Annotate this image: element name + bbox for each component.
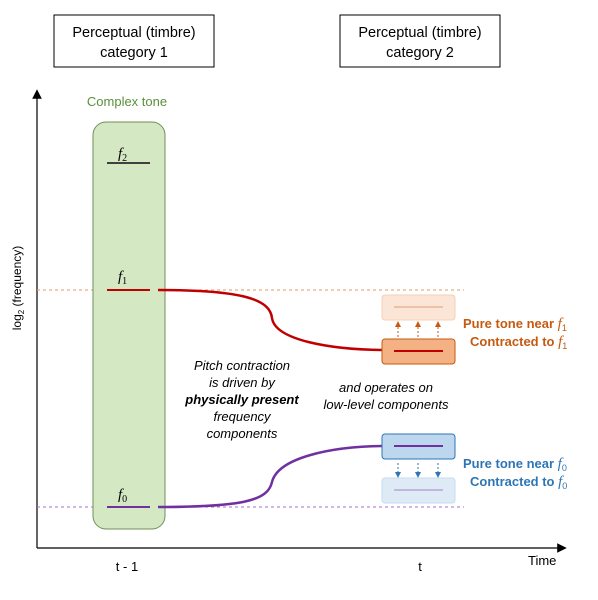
annotation-line-1: Pitch contraction bbox=[194, 358, 290, 373]
complex-tone-box bbox=[92, 121, 166, 530]
f1-label: f1 bbox=[118, 269, 127, 287]
svg-text:Pure tone near f0: Pure tone near f0 bbox=[463, 456, 567, 473]
category-2-line1: Perceptual (timbre) bbox=[358, 25, 481, 41]
category-1-line1: Perceptual (timbre) bbox=[72, 25, 195, 41]
f0-contraction-curve bbox=[157, 444, 389, 509]
pitch-contraction-annotation: Pitch contraction is driven by physicall… bbox=[184, 358, 299, 441]
annotation-line-4: frequency bbox=[213, 409, 272, 424]
lower-pure-tone-group bbox=[381, 433, 456, 504]
y-axis-label: log2 (frequency) bbox=[10, 246, 26, 331]
upper-pure-tone-group bbox=[381, 294, 456, 365]
operates-line-1: and operates on bbox=[339, 380, 433, 395]
category-box-2: Perceptual (timbre) category 2 bbox=[339, 14, 501, 68]
complex-tone-label: Complex tone bbox=[87, 94, 167, 109]
category-2-line2: category 2 bbox=[386, 45, 454, 61]
category-1-line2: category 1 bbox=[100, 45, 168, 61]
lower-label: Pure tone near f0 Contracted to f0 bbox=[463, 456, 567, 491]
operates-line-2: low-level components bbox=[323, 397, 449, 412]
f2-label: f2 bbox=[118, 146, 127, 164]
annotation-line-5: components bbox=[207, 426, 278, 441]
category-box-1: Perceptual (timbre) category 1 bbox=[53, 14, 215, 68]
f0-label: f0 bbox=[118, 487, 127, 505]
complex-tone-block: Complex tone f2 f1 f0 bbox=[87, 94, 167, 530]
operates-annotation: and operates on low-level components bbox=[323, 380, 449, 412]
tick-label-t: t bbox=[418, 559, 422, 574]
annotation-line-2: is driven by bbox=[209, 375, 276, 390]
svg-text:Pure tone near f1: Pure tone near f1 bbox=[463, 316, 567, 333]
tick-label-t-minus-1: t - 1 bbox=[116, 559, 138, 574]
f1-contraction-curve bbox=[157, 288, 389, 352]
upper-label: Pure tone near f1 Contracted to f1 bbox=[463, 316, 567, 351]
annotation-line-3: physically present bbox=[184, 392, 299, 407]
svg-text:Contracted to f0: Contracted to f0 bbox=[470, 474, 567, 491]
svg-text:Contracted to f1: Contracted to f1 bbox=[470, 334, 567, 351]
x-axis-label: Time bbox=[528, 553, 556, 568]
